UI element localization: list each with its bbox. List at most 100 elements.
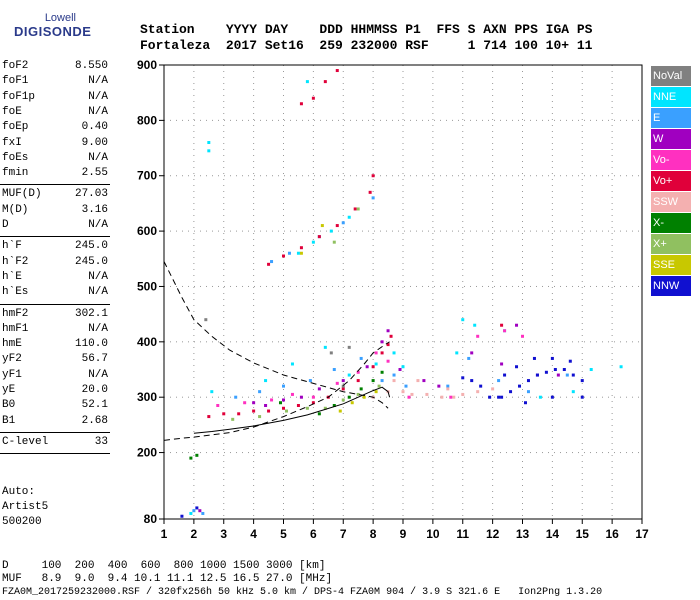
echo-point (479, 384, 483, 388)
grid-dot (608, 285, 609, 287)
echo-point (332, 368, 336, 372)
grid-dot (342, 233, 344, 234)
grid-dot (551, 233, 553, 234)
echo-point (323, 80, 327, 84)
grid-dot (581, 215, 583, 216)
grid-dot (632, 452, 633, 454)
grid-dot (236, 452, 237, 454)
grid-dot (170, 285, 171, 287)
y-tick-label: 800 (137, 113, 157, 127)
grid-dot (462, 197, 464, 198)
grid-dot (302, 285, 303, 287)
grid-dot (218, 341, 219, 343)
param-row: hmF1 N/A (2, 323, 108, 337)
grid-dot (372, 335, 374, 336)
grid-dot (372, 107, 374, 108)
grid-dot (522, 161, 523, 162)
param-row: yF2 56.7 (2, 353, 108, 367)
grid-dot (386, 119, 387, 121)
grid-dot (223, 389, 225, 390)
echo-point (371, 174, 375, 178)
y-tick-label: 200 (137, 446, 157, 460)
grid-dot (551, 317, 553, 318)
grid-dot (236, 175, 237, 177)
grid-dot (492, 293, 494, 294)
grid-dot (492, 335, 494, 336)
grid-dot (223, 281, 225, 282)
grid-dot (566, 175, 567, 177)
grid-dot (581, 257, 583, 258)
grid-dot (402, 473, 404, 474)
grid-dot (522, 95, 523, 96)
grid-dot (581, 179, 583, 180)
grid-dot (432, 329, 434, 330)
grid-dot (224, 452, 225, 454)
grid-dot (402, 479, 404, 480)
grid-dot (551, 341, 553, 342)
echo-point (553, 368, 557, 372)
grid-dot (402, 89, 404, 90)
grid-dot (402, 173, 404, 174)
grid-dot (223, 167, 225, 168)
param-row: M(D) 3.16 (2, 204, 108, 218)
grid-dot (342, 323, 344, 324)
grid-dot (392, 285, 393, 287)
grid-dot (432, 209, 434, 210)
grid-dot (193, 305, 195, 306)
grid-dot (372, 245, 374, 246)
grid-dot (338, 396, 339, 398)
grid-dot (283, 419, 284, 420)
grid-dot (432, 203, 434, 204)
grid-dot (344, 230, 345, 232)
grid-dot (372, 323, 374, 324)
grid-dot (283, 275, 284, 276)
grid-dot (522, 287, 523, 288)
grid-dot (402, 113, 404, 114)
grid-dot (602, 119, 603, 121)
grid-dot (402, 83, 404, 84)
grid-dot (611, 353, 613, 354)
grid-dot (638, 452, 639, 454)
grid-dot (551, 425, 553, 426)
grid-dot (284, 452, 285, 454)
grid-dot (350, 341, 351, 343)
grid-dot (193, 269, 195, 270)
echo-point (565, 373, 569, 377)
grid-dot (253, 413, 255, 414)
grid-dot (266, 175, 267, 177)
grid-dot (432, 467, 434, 468)
grid-dot (522, 389, 523, 390)
grid-dot (193, 257, 195, 258)
grid-dot (590, 230, 591, 232)
grid-dot (312, 209, 314, 210)
grid-dot (194, 175, 195, 177)
echo-point (299, 251, 303, 255)
grid-dot (342, 395, 344, 396)
grid-dot (223, 395, 225, 396)
param-value: 9.00 (81, 136, 108, 149)
grid-dot (522, 293, 523, 294)
grid-dot (522, 215, 523, 216)
grid-dot (188, 396, 189, 398)
grid-dot (223, 497, 225, 498)
grid-dot (551, 491, 553, 492)
grid-dot (308, 230, 309, 232)
grid-dot (283, 461, 284, 462)
grid-dot (342, 461, 344, 462)
grid-dot (372, 221, 374, 222)
grid-dot (611, 437, 613, 438)
grid-dot (536, 175, 537, 177)
echo-point (497, 379, 501, 383)
grid-dot (462, 341, 464, 342)
grid-dot (283, 311, 284, 312)
grid-dot (253, 503, 255, 504)
echo-point (392, 379, 396, 383)
grid-dot (551, 353, 553, 354)
grid-dot (536, 230, 537, 232)
echo-point (323, 345, 327, 349)
grid-dot (248, 175, 249, 177)
grid-dot (283, 371, 284, 372)
grid-dot (581, 245, 583, 246)
grid-dot (314, 175, 315, 177)
grid-dot (551, 239, 553, 240)
